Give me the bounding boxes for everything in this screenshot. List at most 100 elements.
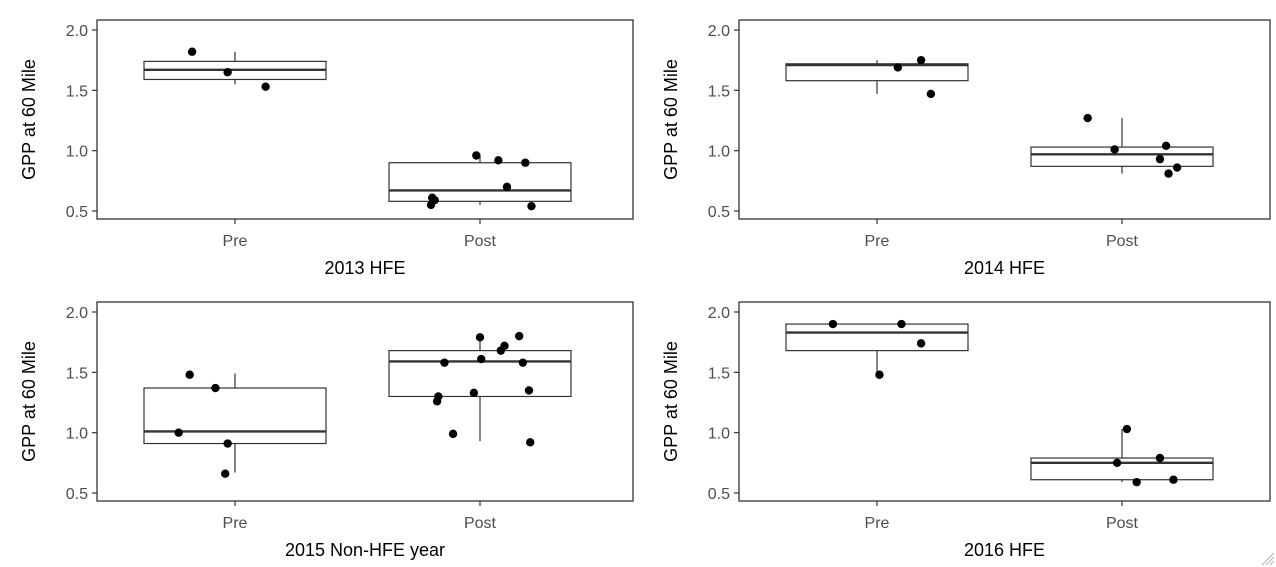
box-pre	[143, 51, 327, 85]
data-point	[223, 439, 232, 448]
x-tick-label: Pre	[223, 515, 248, 532]
data-point	[494, 156, 503, 165]
x-tick-label: Post	[1106, 515, 1139, 532]
x-tick-label: Post	[464, 233, 497, 250]
data-point	[440, 358, 449, 367]
panel-frame	[96, 301, 634, 502]
data-point	[448, 429, 458, 439]
box-post	[388, 155, 572, 205]
data-point	[500, 341, 509, 350]
data-point	[1110, 145, 1119, 154]
x-axis-title: 2016 HFE	[964, 540, 1045, 560]
data-point	[477, 354, 486, 364]
resize-grip-line	[1269, 560, 1275, 566]
data-point	[527, 201, 536, 211]
data-point	[524, 386, 534, 395]
data-point	[1172, 163, 1182, 172]
y-axis-title: GPP at 60 Mile	[19, 341, 39, 462]
data-point	[221, 469, 230, 478]
panel-4: 0.5 1.0 1.5 2.0 Pre Post 2016 HFE GPP at 60 Mil…	[661, 301, 1271, 560]
box-body	[1030, 457, 1214, 481]
data-point	[926, 89, 936, 99]
data-point	[475, 333, 485, 342]
y-tick-label: 0.5	[66, 486, 88, 503]
data-point	[893, 63, 903, 72]
data-point	[469, 388, 479, 398]
y-axis-title: GPP at 60 Mile	[661, 341, 681, 462]
box-pre	[785, 323, 969, 375]
panel-1: 0.5 1.0 1.5 2.0 Pre Post 2013 HFE GPP at 60 Mil…	[19, 19, 634, 278]
panel-3: 0.5 1.0 1.5 2.0 Pre Post 2015 Non-HFE year GPP …	[19, 301, 634, 560]
data-point	[223, 68, 232, 77]
x-tick-label: Post	[464, 515, 497, 532]
y-tick-label: 2.0	[66, 305, 88, 322]
y-axis-title: GPP at 60 Mile	[661, 59, 681, 180]
y-tick-label: 1.0	[66, 426, 88, 443]
box-pre	[143, 373, 327, 473]
panel-2: 0.5 1.0 1.5 2.0 Pre Post 2014 HFE GPP at 60 Mil…	[661, 19, 1271, 278]
x-tick-label: Pre	[865, 515, 890, 532]
data-point	[916, 55, 926, 65]
data-point	[211, 383, 220, 393]
data-point	[521, 158, 530, 167]
box-post	[1030, 118, 1214, 174]
y-tick-label: 1.5	[708, 83, 730, 100]
data-point	[502, 182, 512, 192]
y-tick-label: 1.5	[708, 365, 730, 382]
y-tick-label: 2.0	[708, 23, 730, 40]
x-axis-title: 2013 HFE	[324, 258, 405, 278]
data-point	[1112, 458, 1122, 468]
data-point	[434, 392, 443, 401]
data-point	[1169, 475, 1178, 484]
data-point	[518, 358, 528, 367]
panel-frame	[96, 19, 634, 220]
data-point	[1132, 477, 1141, 487]
y-tick-label: 0.5	[708, 204, 730, 221]
y-tick-label: 1.5	[66, 365, 88, 382]
data-point	[828, 319, 838, 329]
resize-grip-line	[1261, 552, 1275, 566]
data-point	[185, 370, 194, 379]
x-tick-label: Post	[1106, 233, 1139, 250]
y-axis-title: GPP at 60 Mile	[19, 59, 39, 180]
panel-frame	[738, 301, 1271, 502]
data-point	[472, 151, 481, 160]
box-body	[785, 323, 969, 352]
data-point	[1122, 424, 1132, 434]
x-axis-title: 2015 Non-HFE year	[285, 540, 445, 560]
box-pre	[785, 60, 969, 94]
data-point	[426, 200, 436, 210]
y-tick-label: 1.0	[708, 144, 730, 161]
data-point	[526, 438, 535, 447]
y-tick-label: 1.5	[66, 83, 88, 100]
y-tick-label: 2.0	[708, 305, 730, 322]
y-tick-label: 0.5	[66, 204, 88, 221]
x-tick-label: Pre	[223, 233, 248, 250]
resize-grip-icon[interactable]	[1261, 552, 1275, 566]
data-point	[1161, 141, 1171, 151]
box-body	[143, 387, 327, 445]
data-point	[187, 47, 197, 56]
data-point	[1155, 453, 1165, 463]
x-axis-title: 2014 HFE	[964, 258, 1045, 278]
panel-frame	[738, 19, 1271, 220]
box-post	[388, 337, 572, 442]
data-point	[897, 319, 906, 329]
y-tick-label: 0.5	[708, 486, 730, 503]
box-post	[1030, 429, 1214, 483]
box-body	[785, 63, 969, 82]
data-point	[1164, 169, 1173, 178]
data-point	[174, 428, 183, 437]
data-point	[515, 331, 524, 341]
y-tick-label: 2.0	[66, 23, 88, 40]
box-body	[1030, 146, 1214, 167]
data-point	[916, 339, 926, 348]
y-tick-label: 1.0	[66, 144, 88, 161]
x-tick-label: Pre	[865, 233, 890, 250]
y-tick-label: 1.0	[708, 426, 730, 443]
box-body	[388, 162, 572, 202]
data-point	[261, 82, 270, 91]
data-point	[875, 370, 884, 379]
data-point	[1083, 113, 1092, 123]
